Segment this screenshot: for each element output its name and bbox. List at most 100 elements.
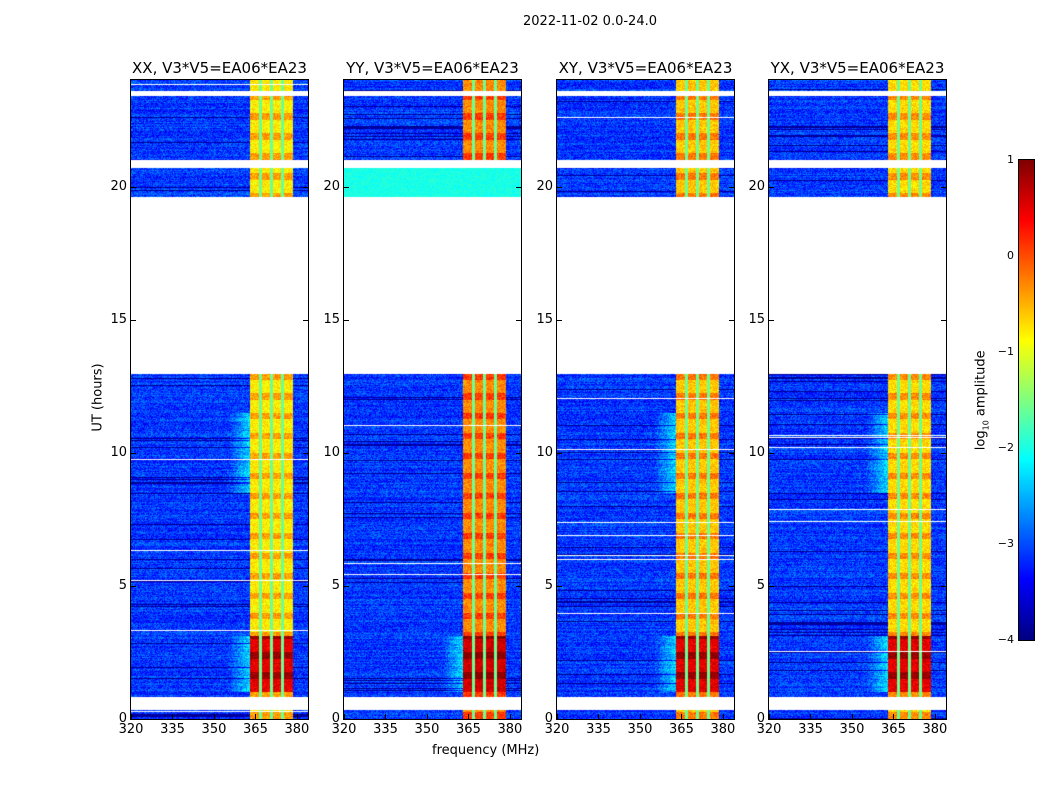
y-tick-label: 15 — [536, 311, 553, 327]
y-tick-label: 5 — [756, 577, 765, 593]
y-tick-label: 5 — [331, 577, 340, 593]
x-tick-label: 380 — [710, 722, 736, 737]
panel-title: YX, V3*V5=EA06*EA23 — [770, 59, 945, 77]
panel-title: XY, V3*V5=EA06*EA23 — [558, 59, 733, 77]
y-tick-label: 15 — [323, 311, 340, 327]
y-tick-label: 0 — [331, 711, 340, 726]
y-tick-mark-right — [516, 452, 521, 454]
y-tick-label: 5 — [118, 577, 127, 593]
x-tick-label: 365 — [456, 722, 481, 737]
y-tick-mark-right — [729, 585, 734, 587]
colorbar-label-sub: 10 — [981, 420, 991, 431]
y-tick-mark — [344, 186, 349, 188]
heatmap-panel — [343, 79, 522, 720]
y-tick-mark-right — [516, 719, 521, 720]
colorbar — [1018, 159, 1035, 641]
y-tick-mark — [557, 719, 562, 720]
y-tick-label: 20 — [748, 178, 765, 194]
x-tick-label: 335 — [798, 722, 823, 737]
y-tick-mark — [344, 452, 349, 454]
y-tick-mark — [769, 452, 774, 454]
y-tick-mark-right — [941, 585, 946, 587]
y-tick-mark — [557, 186, 562, 188]
x-tick-label: 365 — [669, 722, 694, 737]
y-tick-label: 15 — [748, 311, 765, 327]
heatmap-panel — [556, 79, 735, 720]
x-tick-label: 350 — [627, 722, 653, 737]
x-tick-mark — [344, 714, 345, 719]
y-tick-label: 20 — [536, 178, 553, 194]
x-tick-label: 365 — [243, 722, 268, 737]
y-tick-mark-right — [303, 186, 308, 188]
x-tick-label: 380 — [284, 722, 310, 737]
colorbar-gradient — [1019, 160, 1034, 640]
x-tick-mark — [468, 714, 470, 719]
x-tick-label: 350 — [839, 722, 865, 737]
y-tick-mark — [769, 186, 774, 188]
x-tick-mark — [810, 714, 812, 719]
x-tick-label: 335 — [586, 722, 611, 737]
figure-title: 2022-11-02 0.0-24.0 — [523, 14, 657, 29]
y-tick-mark — [557, 452, 562, 454]
panel-title: XX, V3*V5=EA06*EA23 — [132, 59, 307, 77]
heatmap-panel — [130, 79, 309, 720]
y-tick-mark-right — [941, 719, 946, 720]
x-tick-label: 320 — [544, 722, 570, 737]
y-tick-mark-right — [941, 452, 946, 454]
y-tick-mark — [131, 452, 136, 454]
x-tick-label: 320 — [756, 722, 782, 737]
x-tick-label: 335 — [373, 722, 398, 737]
colorbar-tick-label: −4 — [997, 633, 1014, 646]
y-tick-mark-right — [729, 719, 734, 720]
x-tick-label: 320 — [331, 722, 357, 737]
y-tick-label: 20 — [323, 178, 340, 194]
x-tick-mark — [934, 714, 936, 719]
colorbar-label-log: log — [973, 430, 989, 451]
colorbar-tick-label: 0 — [1007, 249, 1014, 262]
y-tick-mark-right — [303, 319, 308, 321]
y-axis-label: UT (hours) — [90, 363, 106, 432]
x-tick-label: 365 — [881, 722, 906, 737]
heatmap-image — [769, 80, 946, 719]
y-tick-label: 0 — [118, 711, 127, 726]
colorbar-label-rest: amplitude — [973, 350, 989, 421]
y-tick-mark-right — [941, 319, 946, 321]
x-tick-mark — [893, 714, 895, 719]
y-tick-mark-right — [516, 585, 521, 587]
x-tick-mark — [426, 714, 428, 719]
x-tick-mark — [255, 714, 257, 719]
colorbar-tick-label: −3 — [997, 537, 1014, 550]
y-tick-mark — [131, 186, 136, 188]
y-tick-mark-right — [516, 319, 521, 321]
y-tick-mark — [344, 319, 349, 321]
x-tick-mark — [131, 714, 132, 719]
heatmap-panel — [768, 79, 947, 720]
colorbar-label: log10 amplitude — [974, 340, 991, 460]
y-tick-mark — [344, 719, 349, 720]
x-tick-mark — [639, 714, 641, 719]
heatmap-image — [131, 80, 308, 719]
y-tick-mark — [131, 319, 136, 321]
y-tick-mark-right — [303, 585, 308, 587]
y-tick-label: 0 — [756, 711, 765, 726]
x-tick-mark — [598, 714, 600, 719]
x-tick-mark — [681, 714, 683, 719]
y-tick-label: 0 — [544, 711, 553, 726]
y-tick-mark — [769, 585, 774, 587]
y-tick-mark — [557, 319, 562, 321]
x-tick-label: 335 — [160, 722, 185, 737]
y-tick-mark — [344, 585, 349, 587]
y-tick-label: 5 — [544, 577, 553, 593]
x-tick-mark — [557, 714, 558, 719]
y-tick-label: 10 — [323, 444, 340, 460]
x-tick-mark — [769, 714, 770, 719]
x-tick-mark — [385, 714, 387, 719]
x-tick-mark — [172, 714, 174, 719]
x-tick-mark — [851, 714, 853, 719]
x-tick-mark — [296, 714, 298, 719]
y-tick-label: 10 — [536, 444, 553, 460]
x-tick-label: 380 — [922, 722, 948, 737]
x-tick-label: 320 — [118, 722, 144, 737]
panel-title: YY, V3*V5=EA06*EA23 — [346, 59, 519, 77]
